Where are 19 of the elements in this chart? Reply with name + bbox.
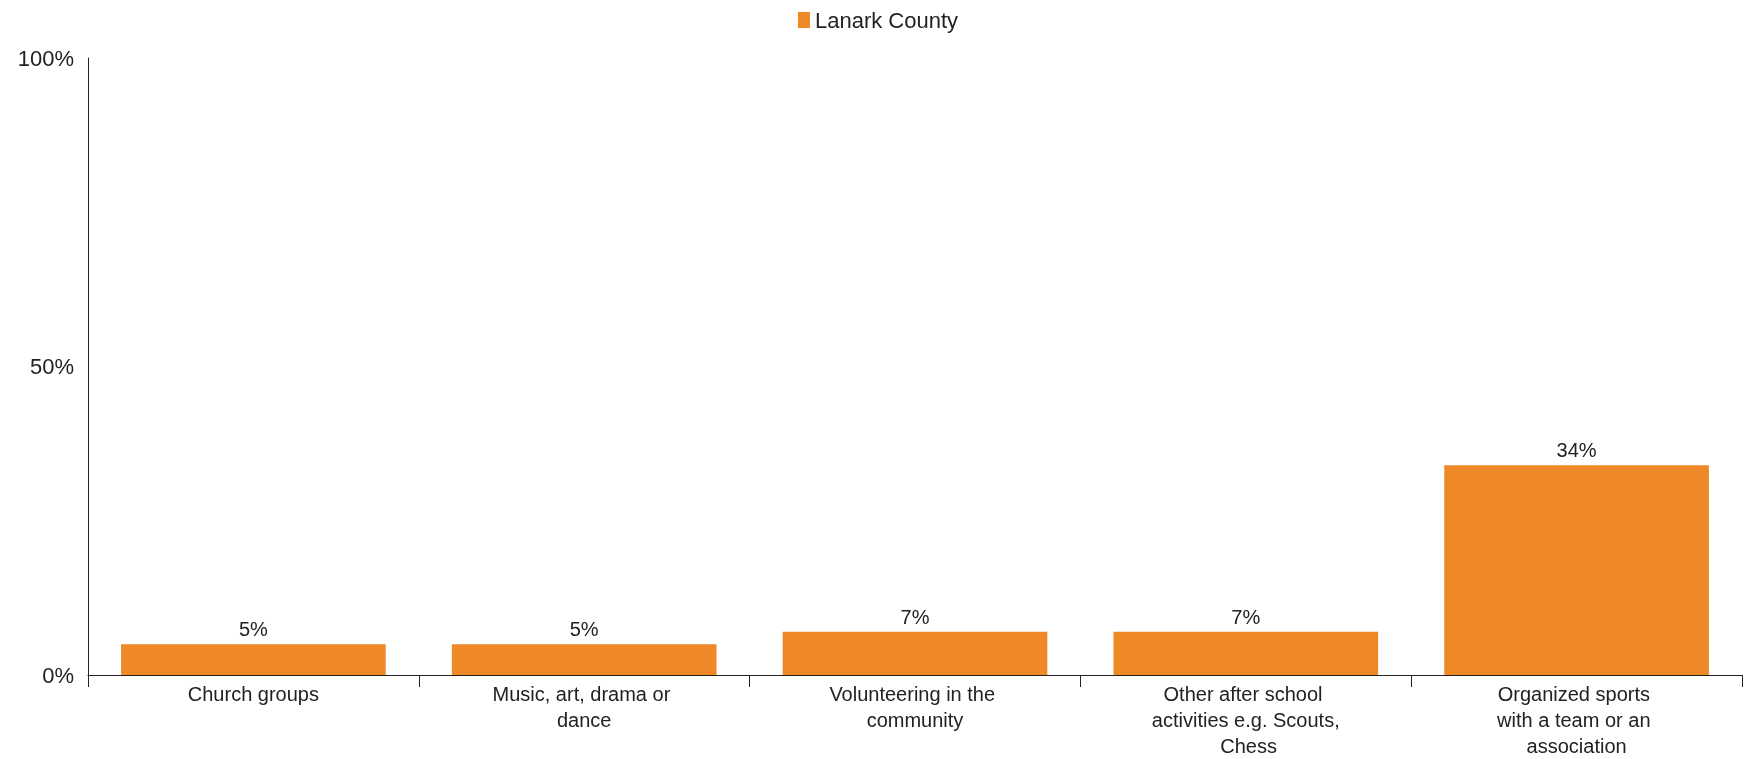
data-label: 5% [569,618,599,641]
x-tick-label: Volunteering in the community [829,683,1001,731]
x-tick-label: Church groups [187,683,319,705]
x-tick-label: Music, art, drama or dance [492,683,676,731]
y-tick-label: 50% [29,354,74,379]
x-tick-label: Organized sports with a team or an association [1496,683,1657,757]
bar [782,631,1048,675]
bar [1113,631,1379,675]
data-label: 7% [1231,605,1261,628]
data-label: 34% [1556,439,1597,462]
data-label: 7% [900,605,930,628]
bar [451,644,717,675]
bar [1444,465,1709,675]
data-label: 5% [238,618,269,641]
x-tick-label: Other after school activities e.g. Scouts, Chess [1151,683,1340,757]
y-tick-label: 0% [42,662,74,688]
legend-label: Lanark County [814,7,959,33]
bar [121,644,386,675]
y-tick-label: 100% [17,45,74,71]
